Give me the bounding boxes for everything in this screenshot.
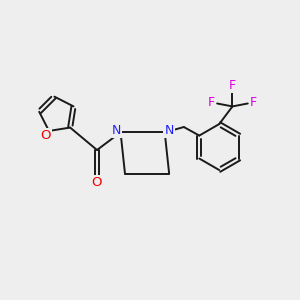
Text: N: N — [164, 124, 174, 137]
Text: N: N — [112, 124, 121, 137]
Text: O: O — [92, 176, 102, 189]
Text: F: F — [250, 95, 257, 109]
Text: O: O — [40, 129, 51, 142]
Text: F: F — [208, 95, 215, 109]
Text: F: F — [229, 79, 236, 92]
